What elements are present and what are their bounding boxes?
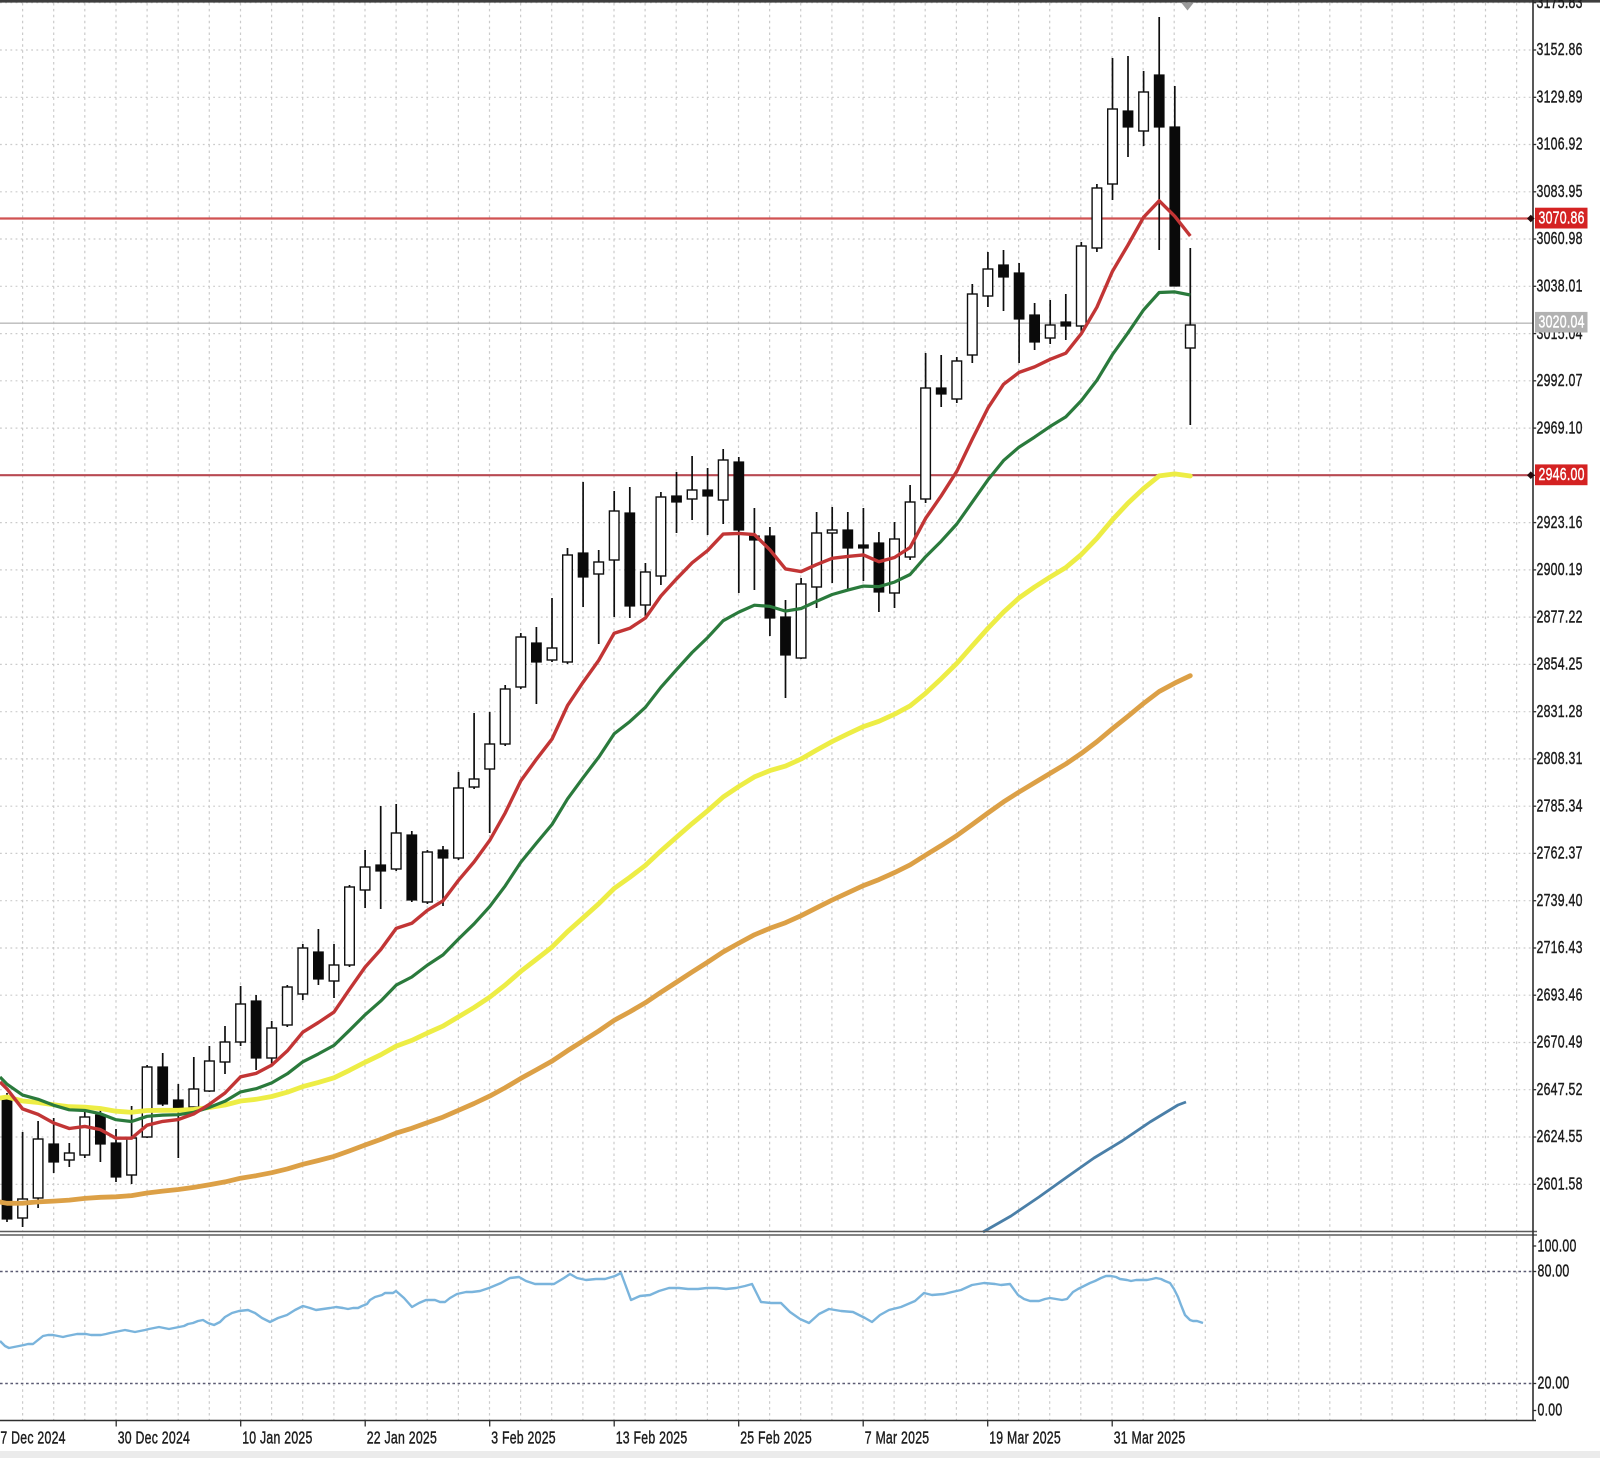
- svg-text:0.00: 0.00: [1538, 1401, 1563, 1421]
- svg-text:2946.00: 2946.00: [1539, 465, 1585, 485]
- svg-text:20.00: 20.00: [1538, 1374, 1570, 1394]
- svg-text:30 Dec 2024: 30 Dec 2024: [118, 1429, 191, 1449]
- svg-text:3129.89: 3129.89: [1537, 87, 1583, 107]
- svg-text:3070.86: 3070.86: [1539, 208, 1585, 228]
- svg-text:2693.46: 2693.46: [1537, 985, 1583, 1005]
- svg-text:2601.58: 2601.58: [1537, 1174, 1583, 1194]
- svg-text:2785.34: 2785.34: [1537, 796, 1583, 816]
- svg-text:7 Mar 2025: 7 Mar 2025: [865, 1429, 930, 1449]
- svg-text:2831.28: 2831.28: [1537, 702, 1583, 722]
- svg-text:10 Jan 2025: 10 Jan 2025: [242, 1429, 312, 1449]
- svg-text:13 Feb 2025: 13 Feb 2025: [616, 1429, 688, 1449]
- svg-text:31 Mar 2025: 31 Mar 2025: [1114, 1429, 1186, 1449]
- svg-text:2992.07: 2992.07: [1537, 371, 1583, 391]
- svg-text:2900.19: 2900.19: [1537, 560, 1583, 580]
- svg-text:2624.55: 2624.55: [1537, 1127, 1583, 1147]
- svg-text:3 Feb 2025: 3 Feb 2025: [491, 1429, 556, 1449]
- svg-text:3152.86: 3152.86: [1537, 40, 1583, 60]
- svg-text:3106.92: 3106.92: [1537, 135, 1583, 155]
- svg-text:2716.43: 2716.43: [1537, 938, 1583, 958]
- svg-text:2739.40: 2739.40: [1537, 891, 1583, 911]
- svg-text:2808.31: 2808.31: [1537, 749, 1583, 769]
- svg-text:2877.22: 2877.22: [1537, 607, 1583, 627]
- svg-text:3060.98: 3060.98: [1537, 229, 1583, 249]
- svg-text:2923.16: 2923.16: [1537, 513, 1583, 533]
- svg-text:2969.10: 2969.10: [1537, 418, 1583, 438]
- svg-text:2647.52: 2647.52: [1537, 1080, 1583, 1100]
- svg-text:27 Dec 2024: 27 Dec 2024: [0, 1429, 66, 1449]
- svg-text:80.00: 80.00: [1538, 1262, 1570, 1282]
- svg-text:25 Feb 2025: 25 Feb 2025: [740, 1429, 812, 1449]
- svg-text:19 Mar 2025: 19 Mar 2025: [989, 1429, 1061, 1449]
- svg-text:3020.04: 3020.04: [1539, 312, 1585, 332]
- svg-text:2670.49: 2670.49: [1537, 1033, 1583, 1053]
- svg-text:22 Jan 2025: 22 Jan 2025: [367, 1429, 437, 1449]
- svg-text:3038.01: 3038.01: [1537, 276, 1583, 296]
- svg-text:2762.37: 2762.37: [1537, 844, 1583, 864]
- svg-text:3175.83: 3175.83: [1537, 0, 1583, 13]
- svg-text:2854.25: 2854.25: [1537, 655, 1583, 675]
- svg-text:100.00: 100.00: [1538, 1236, 1577, 1256]
- svg-text:3083.95: 3083.95: [1537, 182, 1583, 202]
